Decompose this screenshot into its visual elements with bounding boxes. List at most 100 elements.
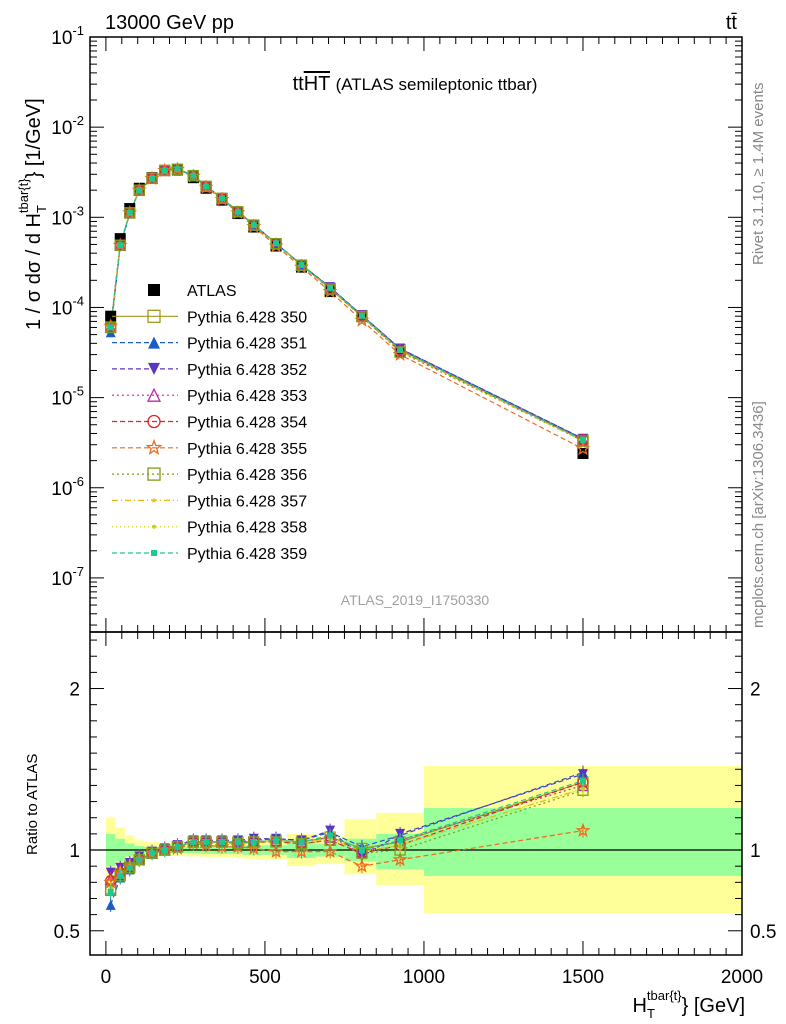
legend-marker [146,387,162,402]
ratio-point [575,822,591,837]
ratio-point [149,850,156,857]
plot-title-sub: (ATLAS semileptonic ttbar) [336,75,538,94]
ratio-point [327,832,334,839]
plot-title-overline: HT [304,73,330,95]
mc-point [358,312,365,319]
mc-point [354,312,370,327]
mc-point [124,207,136,219]
mc-point [250,222,257,229]
y-tick-exponent: -7 [72,564,84,579]
legend-label: Pythia 6.428 353 [187,388,307,405]
mc-point [133,184,145,196]
data-point [105,310,117,322]
y-tick-base: 10 [51,118,72,139]
y-tick-exponent: -6 [72,474,84,489]
y-tick-label: 10-6 [51,474,84,500]
legend-label: Pythia 6.428 351 [187,336,307,353]
x-axis-label: HTtbar{t}} [GeV] [633,988,745,1021]
legend-marker [148,362,160,375]
legend: ATLAS Pythia 6.428 350 Pythia 6.428 351 Pyt… [112,283,307,563]
ratio-point [397,837,404,844]
x-tick-label: 1000 [403,967,445,988]
y-tick-base: 10 [51,208,72,229]
mc-point [146,172,158,185]
legend-marker [151,550,157,556]
mc-point [185,168,201,183]
legend-marker [145,438,163,456]
y-tick-base: 10 [51,389,72,410]
mc-point [190,172,197,179]
y-tick-base: 10 [51,298,72,319]
mc-point [234,208,241,215]
y-axis-label-sup: tbar{t} [16,178,31,213]
legend-label: Pythia 6.428 355 [187,441,307,458]
ratio-y-axis-label: Ratio to ATLAS [24,754,41,855]
legend-marker [148,336,160,349]
ratio-point [161,847,168,854]
y-tick-base: 10 [51,569,72,590]
legend-label: Pythia 6.428 357 [187,493,307,510]
mc-point [397,346,404,353]
mc-point [298,261,305,268]
header-energy-label: 13000 GeV pp [105,12,234,34]
ratio-point [322,843,338,858]
x-tick-label: 500 [249,967,281,988]
ratio-point [107,889,114,896]
x-tick-label: 2000 [721,967,763,988]
mc-point [232,206,244,218]
ratio-y-tick-label: 2 [69,680,80,701]
y-tick-base: 10 [51,28,72,49]
y-tick-exponent: -3 [72,203,84,218]
y-tick-label: 10-2 [51,113,84,139]
ratio-point [105,899,116,910]
mc-point [105,321,117,334]
mc-point [273,240,280,247]
mc-point [230,205,246,220]
main-panel-background [90,37,742,632]
mc-point [575,441,591,456]
ratio-point [250,838,257,845]
mc-point [198,179,214,194]
mc-point [161,167,168,174]
legend-marker [147,414,161,429]
ratio-point [392,851,408,867]
main-panel [90,37,742,632]
mc-point [107,324,114,331]
mc-point [248,219,260,231]
mc-point [214,191,230,206]
ratio-point [234,838,241,845]
y-axis-label-sub: T [34,205,49,213]
ratio-point [273,837,280,844]
axes: 10-710-610-510-410-310-210-10 500 1000 1500… [51,23,776,988]
ratio-point [174,843,181,850]
legend-label: Pythia 6.428 350 [187,309,307,326]
mc-point [171,163,184,175]
mc-point [114,239,126,251]
ratio-y-tick-label-right: 1 [750,841,761,862]
y-tick-exponent: -2 [72,113,84,128]
ratio-point [203,838,210,845]
mc-point [117,242,124,249]
analysis-tag: ATLAS_2019_I1750330 [341,592,490,608]
ratio-point [218,838,225,845]
y-tick-exponent: -5 [72,384,84,399]
y-tick-label: 10-7 [51,564,84,590]
series-line [110,168,584,442]
ratio-point [298,838,305,845]
y-axis-label-suffix: } [1/GeV] [23,98,45,178]
ratio-panel-frame [89,631,743,956]
ratio-curves [103,765,591,912]
ratio-y-tick-label: 1 [69,841,80,862]
y-axis-label-prefix: 1 / σ dσ / d H [23,213,45,330]
x-axis-label-prefix: H [633,995,647,1017]
x-axis-label-suffix: } [GeV] [682,995,745,1017]
main-curves [103,161,591,459]
ratio-point [354,858,370,873]
x-axis-label-sub: T [647,1006,655,1021]
x-tick-label: 0 [101,967,112,988]
y-tick-label: 10-4 [51,293,84,319]
y-tick-exponent: -1 [72,23,84,38]
mc-point [356,311,368,323]
mc-point [159,164,171,177]
